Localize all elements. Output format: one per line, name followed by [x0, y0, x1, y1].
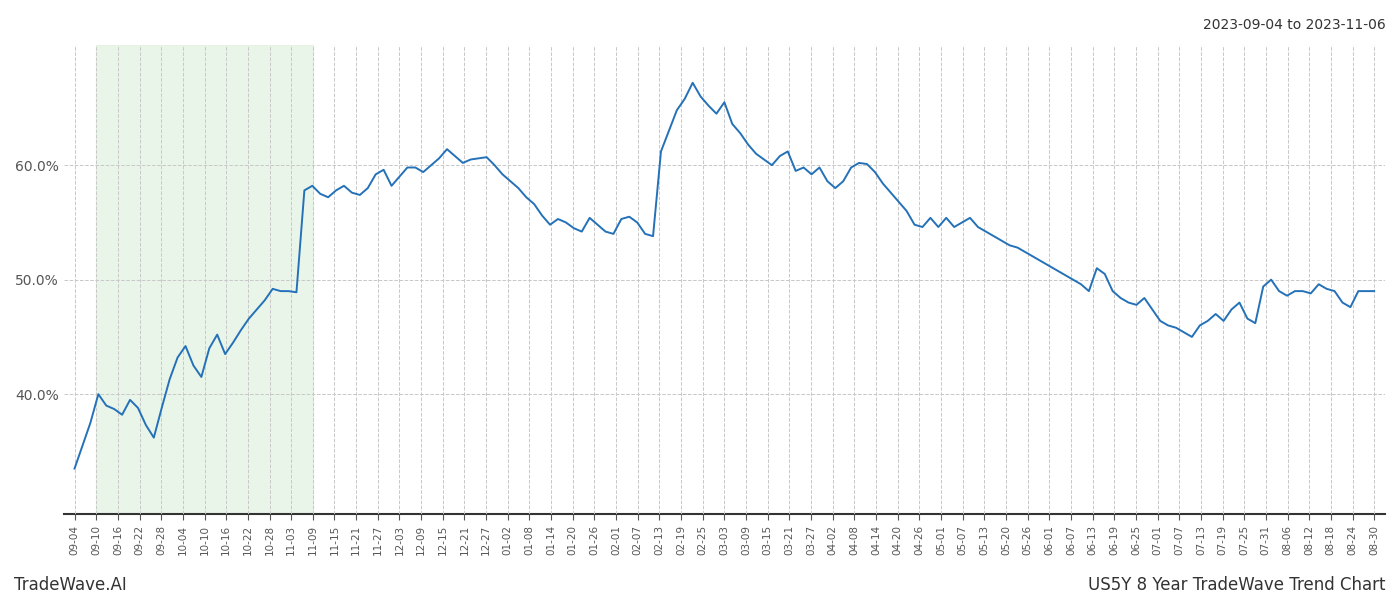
Text: US5Y 8 Year TradeWave Trend Chart: US5Y 8 Year TradeWave Trend Chart: [1089, 576, 1386, 594]
Text: 2023-09-04 to 2023-11-06: 2023-09-04 to 2023-11-06: [1203, 18, 1386, 32]
Text: TradeWave.AI: TradeWave.AI: [14, 576, 127, 594]
Bar: [97, 45, 312, 514]
